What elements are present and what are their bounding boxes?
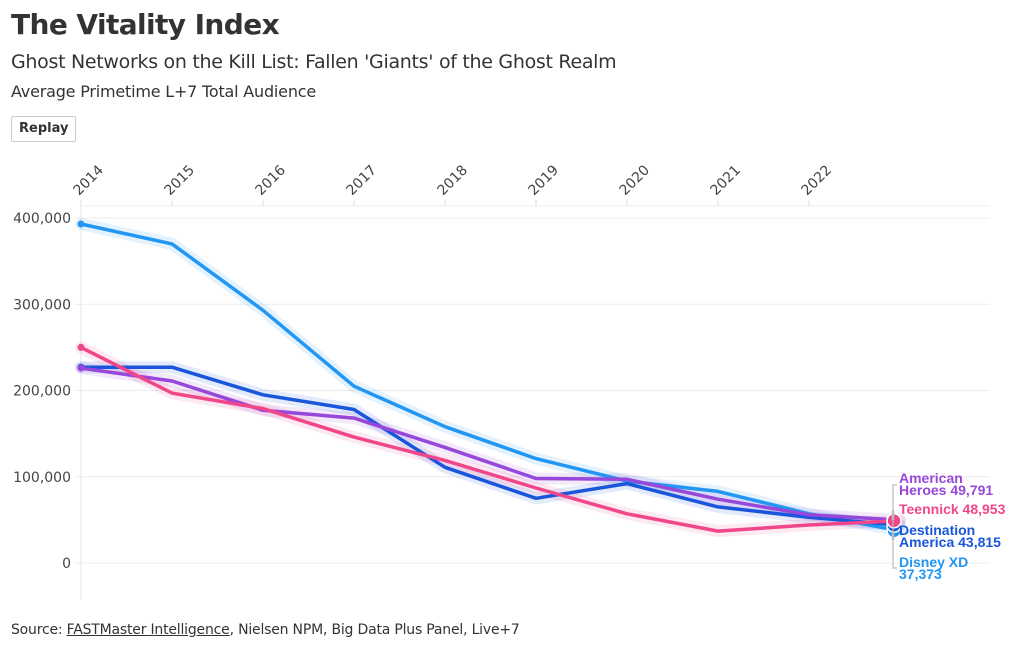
x-tick-label: 2015 xyxy=(162,162,199,199)
x-tick-label: 2021 xyxy=(708,162,745,199)
x-tick-label: 2022 xyxy=(799,162,836,199)
chart-subtitle: Ghost Networks on the Kill List: Fallen … xyxy=(11,51,617,73)
source-link[interactable]: FASTMaster Intelligence xyxy=(66,622,230,638)
start-point-disney-xd xyxy=(77,220,85,228)
source-prefix: Source: xyxy=(11,622,67,638)
y-tick-label: 400,000 xyxy=(13,211,71,227)
end-label-teennick: Teennick 48,953 xyxy=(899,501,1006,517)
series-line-teennick[interactable] xyxy=(80,345,901,533)
series-line-disney-xd[interactable] xyxy=(80,222,901,533)
y-axis: 0 100,000 200,000 300,000 400,000 xyxy=(13,211,71,572)
x-axis: 2014 2015 2016 2017 2018 2019 2020 2021 2022 xyxy=(71,162,836,206)
source-note: Source: FASTMaster Intelligence, Nielsen… xyxy=(11,622,520,638)
end-label-disney-xd: Disney XD xyxy=(899,554,968,570)
start-point-american-heroes xyxy=(77,364,85,372)
x-tick-label: 2019 xyxy=(526,162,563,199)
x-tick-label: 2016 xyxy=(253,162,290,199)
source-rest: , Nielsen NPM, Big Data Plus Panel, Live… xyxy=(229,622,520,638)
x-tick-label: 2014 xyxy=(71,162,108,199)
end-label-destination-america: America 43,815 xyxy=(899,534,1001,550)
series-line-destination-america[interactable] xyxy=(81,365,901,527)
series-lines xyxy=(77,220,901,533)
y-tick-label: 200,000 xyxy=(13,384,71,400)
start-point-teennick xyxy=(77,343,85,351)
x-tick-label: 2017 xyxy=(344,162,381,199)
end-label-american-heroes: Heroes 49,791 xyxy=(899,482,993,498)
end-label-destination-america: Destination xyxy=(899,522,975,538)
end-label-american-heroes: American xyxy=(899,470,963,486)
y-tick-label: 0 xyxy=(62,556,71,572)
replay-button[interactable]: Replay xyxy=(11,116,77,142)
x-tick-label: 2020 xyxy=(617,162,654,199)
x-tick-label: 2018 xyxy=(435,162,472,199)
end-dots xyxy=(886,512,902,539)
grid-lines xyxy=(75,205,990,600)
y-tick-label: 100,000 xyxy=(13,470,71,486)
chart-title: The Vitality Index xyxy=(11,8,280,41)
label-bracket xyxy=(892,484,897,569)
chart-measure-label: Average Primetime L+7 Total Audience xyxy=(11,82,316,101)
series-line-american-heroes[interactable] xyxy=(80,366,901,522)
y-tick-label: 300,000 xyxy=(13,297,71,313)
end-label-disney-xd: 37,373 xyxy=(899,566,942,582)
